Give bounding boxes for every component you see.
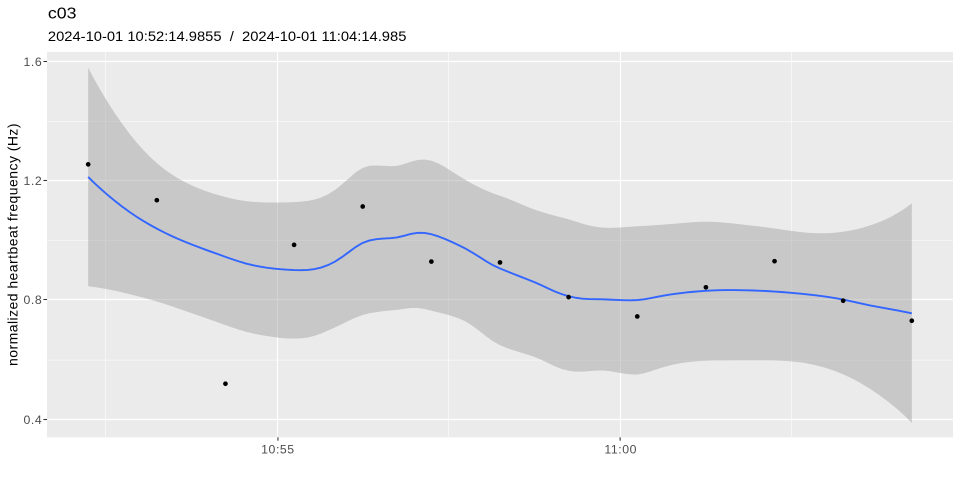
svg-text:10:55: 10:55	[261, 443, 295, 457]
svg-text:1.2: 1.2	[24, 174, 43, 188]
svg-text:0.8: 0.8	[24, 293, 43, 307]
svg-text:c03: c03	[48, 6, 77, 23]
svg-text:2024-10-01 10:52:14.9855 / 2: 2024-10-01 10:52:14.9855 / 2024-10-01 11…	[48, 29, 407, 44]
svg-text:11:00: 11:00	[604, 443, 637, 457]
svg-text:normalized heartbeat frequency: normalized heartbeat frequency (Hz)	[5, 123, 21, 366]
svg-text:1.6: 1.6	[24, 55, 43, 69]
svg-text:0.4: 0.4	[24, 413, 43, 427]
